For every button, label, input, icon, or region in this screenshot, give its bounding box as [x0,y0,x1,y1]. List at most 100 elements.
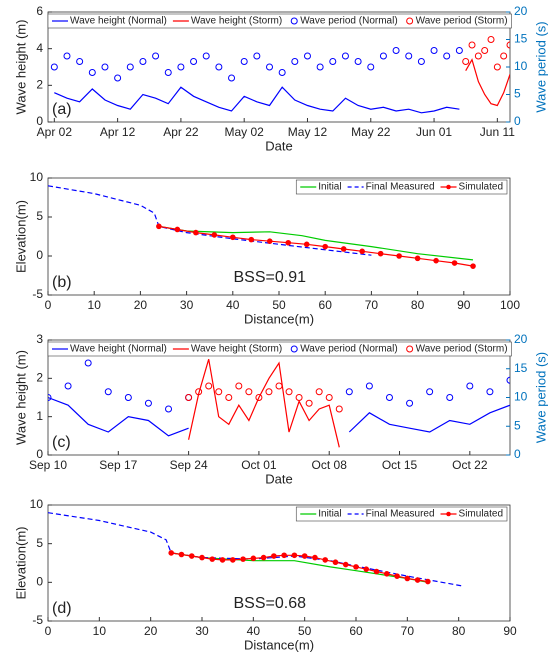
plot-frame [47,177,511,296]
series-marker [329,58,337,65]
y-tick-label: 10 [30,170,44,184]
plot-frame [47,504,511,622]
plot-area [48,359,510,448]
y2-tick-label: 15 [514,32,528,46]
legend: Wave height (Normal) Wave height (Storm) W… [47,13,512,29]
series-marker [174,226,181,233]
series-marker [76,58,84,65]
x-tick-label: 40 [247,624,261,638]
plot-frame [47,339,511,456]
series-marker [305,399,313,407]
y2-tick-label: 10 [514,390,528,404]
series-marker [139,58,147,65]
series-marker [48,394,52,401]
series-marker [230,557,236,563]
x-tick-label: 90 [503,624,517,638]
legend-symbol [290,345,298,353]
legend-box [295,179,508,195]
series-marker [340,246,347,252]
series-marker [63,52,71,60]
series-marker [392,47,400,54]
series-marker [315,388,323,396]
legend-symbol [446,184,451,190]
x-tick-label: Oct 15 [382,458,418,472]
series-marker [285,239,292,246]
series-marker [316,63,324,71]
series-marker [322,557,329,563]
x-tick-label: 80 [452,624,466,638]
y-tick-label: -5 [32,287,43,301]
series-marker [384,571,390,577]
x-axis-label: Distance(m) [244,311,314,326]
series-marker [468,41,476,49]
series-marker [405,52,413,60]
series-marker [325,394,333,401]
x-tick-label: 50 [272,298,286,312]
series-marker [394,573,400,579]
x-tick-label: 60 [319,298,333,312]
series-marker [285,388,293,396]
y2-tick-label: 5 [514,418,521,432]
legend-label: Initial [318,509,341,520]
series-marker [291,58,299,65]
series-marker [114,74,122,82]
series-marker [225,394,233,401]
x-tick-label: Jun 11 [480,125,515,139]
x-tick-label: 100 [500,298,520,312]
x-tick-label: Oct 01 [241,458,277,472]
series-line [48,396,510,437]
series-line [54,86,460,114]
x-tick-label: May 02 [225,125,265,139]
y-axis-label: Elevation(m) [13,527,28,600]
series-marker [363,566,370,572]
series-marker [190,58,198,65]
legend-label: Initial [318,182,341,193]
series-marker [195,388,203,396]
series-marker [84,359,92,367]
x-tick-label: Oct 22 [452,458,488,472]
legend-box [295,506,508,522]
series-marker [493,63,501,71]
annotation: BSS=0.91 [234,269,307,286]
x-tick-label: 0 [45,298,52,312]
series-marker [193,229,199,236]
legend-box [47,341,512,357]
series-marker [228,74,236,82]
series-marker [265,388,273,396]
series-marker [211,232,218,238]
panel: Sep 10 Sep 17 Sep 24 Oct 01 Oct 08 Oct 15 Oct … [13,332,548,486]
series-line [48,185,372,256]
y-tick-label: 5 [36,536,43,550]
series-marker [462,58,470,65]
series-marker [164,69,172,76]
series-marker [230,234,236,241]
y2-tick-label: 20 [514,332,528,346]
series-marker [250,555,257,562]
series-marker [359,248,365,255]
x-tick-label: Apr 22 [163,125,199,139]
series-marker [64,382,72,390]
x-tick-label: 30 [195,624,209,638]
y-tick-label: 0 [36,575,43,589]
series-marker [168,550,174,556]
x-tick-label: 30 [180,298,194,312]
series-marker [126,63,134,71]
series-marker [335,405,343,413]
y2-tick-label: 0 [514,114,521,128]
series-marker [342,561,349,568]
series-marker [271,553,277,559]
annotation: BSS=0.68 [234,595,307,612]
x-tick-label: 10 [88,298,102,312]
series-marker [215,63,223,71]
x-axis-label: Date [265,138,292,153]
series-marker [303,52,311,60]
legend-symbol [406,345,414,353]
x-tick-label: 70 [401,624,415,638]
legend-symbol [406,17,414,25]
y2-tick-label: 5 [514,87,521,101]
series-marker [199,554,205,561]
plot-area [50,36,510,114]
series-marker [426,388,434,396]
series-marker [312,554,318,561]
series-marker [255,394,263,401]
